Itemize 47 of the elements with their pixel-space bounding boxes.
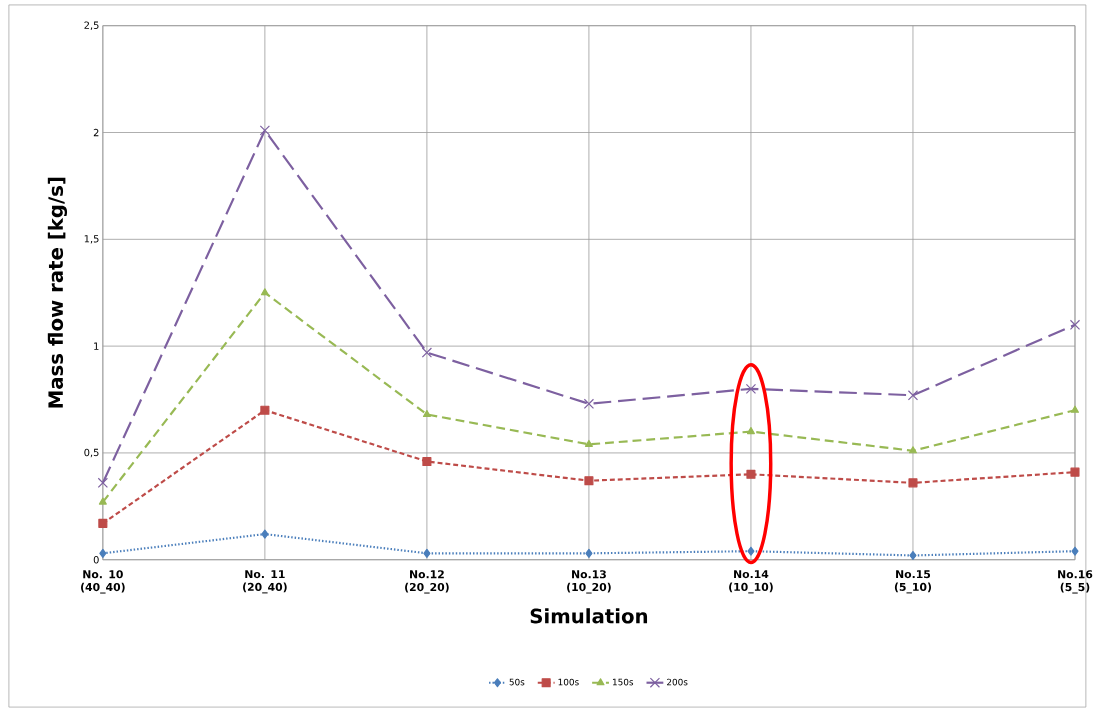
- x-tick-label: No.16 (5_5): [1058, 570, 1093, 594]
- point: [260, 288, 269, 296]
- x-tick-label: No. 11 (20_40): [243, 570, 287, 594]
- point: [1069, 319, 1081, 330]
- point: [745, 383, 757, 394]
- y-tick-label: 2,5: [84, 21, 99, 30]
- x-tick-label: No.14 (10_10): [729, 570, 773, 594]
- legend-label: 200s: [667, 678, 688, 686]
- point: [746, 426, 755, 435]
- point: [259, 125, 271, 136]
- point: [421, 347, 433, 358]
- point: [422, 456, 432, 466]
- point: [98, 518, 108, 528]
- legend-label: 150s: [612, 678, 634, 686]
- point: [908, 446, 917, 454]
- point: [584, 476, 594, 486]
- point: [908, 478, 918, 488]
- point: [99, 548, 107, 558]
- legend-label: 50s: [509, 678, 525, 686]
- x-axis-title: Simulation: [530, 608, 648, 624]
- x-tick-label: No.13 (10_20): [567, 570, 611, 594]
- point: [909, 550, 917, 560]
- y-axis-title: Mass flow rate [kg/s]: [47, 177, 68, 408]
- point: [583, 398, 595, 409]
- point: [1070, 467, 1080, 477]
- point: [747, 546, 755, 556]
- point: [423, 548, 431, 558]
- y-tick-label: 2: [93, 128, 99, 137]
- y-tick-label: 1: [94, 342, 99, 350]
- legend-label: 100s: [558, 678, 579, 686]
- point: [746, 469, 756, 479]
- point: [1071, 546, 1079, 556]
- point: [1070, 405, 1080, 413]
- point: [584, 439, 593, 447]
- point: [260, 405, 270, 415]
- y-tick-label: 0,5: [84, 448, 99, 458]
- point: [261, 529, 269, 539]
- y-tick-label: 1,5: [84, 235, 99, 244]
- x-tick-label: No.12 (20_20): [405, 570, 449, 594]
- point: [97, 477, 108, 488]
- x-tick-label: No. 10 (40_40): [81, 570, 125, 594]
- y-tick-label: 0: [93, 555, 99, 564]
- point: [98, 497, 107, 505]
- point: [907, 390, 919, 401]
- x-tick-label: No.15 (5_10): [894, 570, 932, 594]
- point: [422, 409, 431, 418]
- point: [585, 548, 593, 558]
